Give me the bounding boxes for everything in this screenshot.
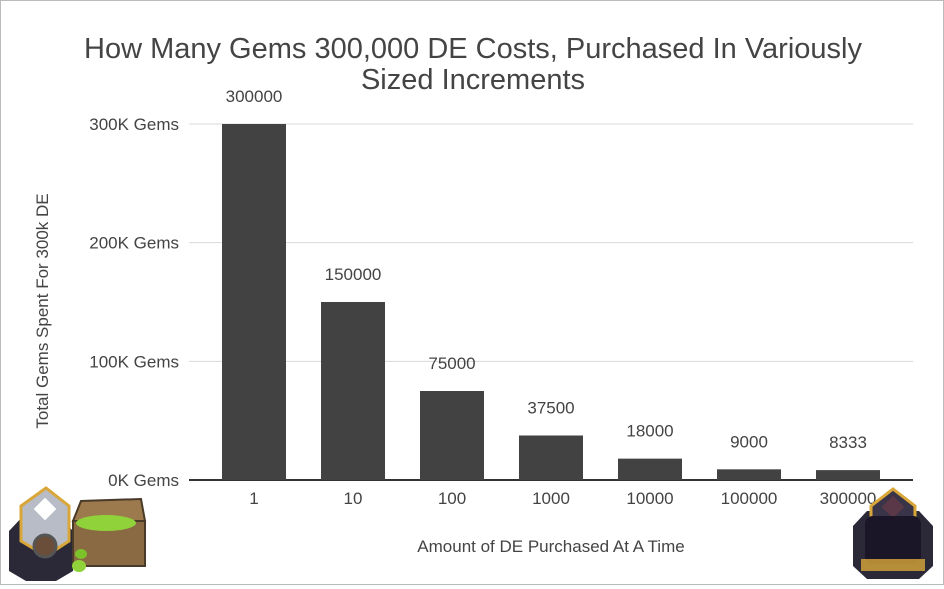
- data-label: 18000: [626, 422, 673, 441]
- x-tick-label: 100000: [721, 489, 778, 508]
- gem-chest-and-storage-icon: [9, 486, 147, 581]
- y-tick-label: 300K Gems: [89, 115, 179, 134]
- data-label: 9000: [730, 432, 768, 451]
- data-label: 8333: [829, 433, 867, 452]
- bar: [618, 458, 682, 480]
- data-label: 37500: [527, 399, 574, 418]
- bar: [519, 435, 583, 480]
- y-tick-label: 200K Gems: [89, 234, 179, 253]
- x-tick-label: 1000: [532, 489, 570, 508]
- data-label: 75000: [428, 354, 475, 373]
- data-label: 150000: [325, 265, 382, 284]
- chart-title-line-2: Sized Increments: [361, 64, 585, 96]
- x-tick-label: 10: [344, 489, 363, 508]
- bar: [717, 469, 781, 480]
- x-tick-label: 1: [249, 489, 258, 508]
- y-tick-label: 100K Gems: [89, 352, 179, 371]
- x-tick-label: 300000: [820, 489, 877, 508]
- x-tick-label: 100: [438, 489, 466, 508]
- bar: [321, 302, 385, 480]
- dark-elixir-storage-icon: [853, 487, 933, 579]
- x-axis-label: Amount of DE Purchased At A Time: [417, 537, 684, 556]
- bar: [816, 470, 880, 480]
- x-tick-label: 10000: [626, 489, 673, 508]
- y-axis-label: Total Gems Spent For 300k DE: [33, 193, 52, 428]
- chart-title-line-1: How Many Gems 300,000 DE Costs, Purchase…: [84, 33, 862, 65]
- y-tick-label: 0K Gems: [108, 471, 179, 490]
- bar: [420, 391, 484, 480]
- data-label: 300000: [226, 87, 283, 106]
- bar: [222, 124, 286, 480]
